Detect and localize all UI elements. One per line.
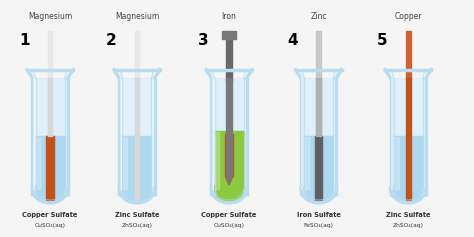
Bar: [304, 78, 333, 136]
Text: ZnSO₄(aq): ZnSO₄(aq): [121, 223, 153, 228]
Ellipse shape: [394, 174, 423, 203]
Text: 3: 3: [198, 33, 209, 48]
Bar: [316, 78, 321, 201]
Bar: [48, 31, 53, 79]
Text: CuSO₄(aq): CuSO₄(aq): [214, 223, 245, 228]
Bar: [305, 136, 309, 189]
Text: Zinc Sulfate: Zinc Sulfate: [115, 212, 159, 218]
Ellipse shape: [122, 174, 151, 203]
Text: 2: 2: [106, 33, 117, 48]
Ellipse shape: [215, 174, 244, 203]
Polygon shape: [227, 176, 232, 185]
Text: CuSO₄(aq): CuSO₄(aq): [35, 223, 65, 228]
Bar: [215, 78, 244, 131]
Bar: [46, 136, 54, 201]
Bar: [135, 31, 139, 79]
Text: 1: 1: [19, 33, 30, 48]
Bar: [394, 136, 399, 189]
Polygon shape: [226, 176, 233, 185]
Bar: [227, 33, 232, 81]
Text: ZnSO₄(aq): ZnSO₄(aq): [392, 223, 424, 228]
Text: FeSO₄(aq): FeSO₄(aq): [304, 223, 334, 228]
Bar: [215, 131, 219, 189]
Bar: [135, 78, 139, 201]
Text: Iron Sulfate: Iron Sulfate: [297, 212, 341, 218]
Bar: [36, 78, 64, 136]
Bar: [394, 78, 423, 136]
Bar: [36, 136, 40, 189]
Text: Copper Sulfate: Copper Sulfate: [201, 212, 257, 218]
Text: Magnesium: Magnesium: [28, 12, 72, 21]
Bar: [406, 31, 410, 79]
Bar: [123, 136, 128, 189]
Text: Copper Sulfate: Copper Sulfate: [22, 212, 78, 218]
Bar: [316, 78, 321, 136]
Bar: [227, 78, 232, 176]
Text: Zinc Sulfate: Zinc Sulfate: [386, 212, 430, 218]
Bar: [394, 136, 423, 189]
Text: Magnesium: Magnesium: [115, 12, 159, 21]
Bar: [48, 78, 53, 136]
Bar: [215, 131, 244, 189]
Text: Iron: Iron: [222, 12, 237, 21]
Text: Copper: Copper: [394, 12, 422, 21]
Ellipse shape: [304, 174, 333, 203]
Text: 5: 5: [377, 33, 388, 48]
Bar: [315, 136, 322, 201]
Bar: [222, 31, 237, 39]
Text: Zinc: Zinc: [310, 12, 327, 21]
Bar: [48, 78, 53, 201]
Bar: [406, 78, 410, 201]
Bar: [122, 78, 151, 136]
Bar: [304, 136, 333, 189]
Bar: [36, 136, 64, 189]
Bar: [226, 134, 233, 176]
Bar: [122, 136, 151, 189]
Text: 4: 4: [288, 33, 298, 48]
Bar: [316, 31, 321, 79]
Ellipse shape: [36, 174, 64, 203]
